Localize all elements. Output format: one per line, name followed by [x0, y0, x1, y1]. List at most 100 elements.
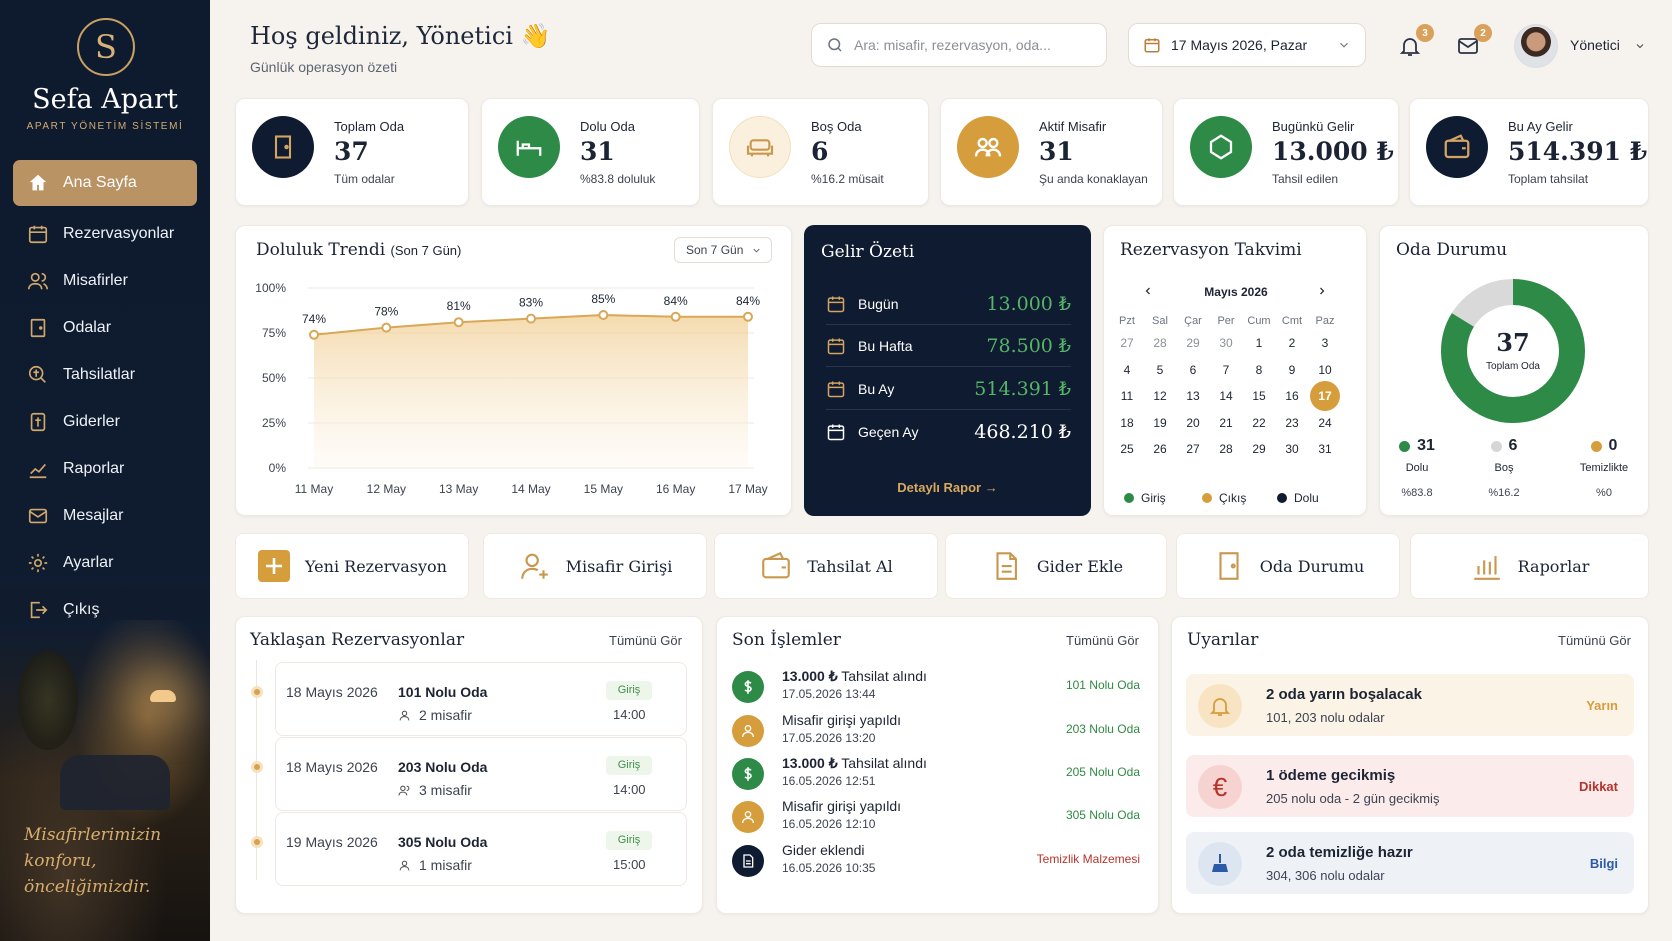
page-subtitle: Günlük operasyon özeti	[250, 59, 398, 75]
calendar-day[interactable]: 28	[1219, 442, 1233, 457]
data-point[interactable]	[526, 313, 536, 324]
sidebar-item-misafirler[interactable]: Misafirler	[13, 259, 197, 303]
legend-label: Giriş	[1141, 491, 1166, 505]
calendar-day[interactable]: 15	[1252, 389, 1266, 404]
transaction-item[interactable]: Misafir girişi yapıldı 17.05.2026 13:20 20…	[732, 712, 1140, 756]
calendar-day[interactable]: 27	[1186, 442, 1200, 457]
notifications-button[interactable]: 3	[1398, 24, 1434, 58]
calendar-day[interactable]: 28	[1153, 336, 1167, 350]
sidebar-item-giderler[interactable]: Giderler	[13, 400, 197, 444]
user-name[interactable]: Yönetici	[1570, 37, 1620, 53]
calendar-day[interactable]: 23	[1285, 415, 1299, 430]
period-select[interactable]: Son 7 Gün	[674, 237, 772, 263]
calendar-day[interactable]: 27	[1120, 336, 1134, 350]
sidebar-item-cikis[interactable]: Çıkış	[13, 588, 197, 632]
calendar-day[interactable]: 11	[1120, 389, 1134, 404]
sidebar-item-mesajlar[interactable]: Mesajlar	[13, 494, 197, 538]
transaction-ref[interactable]: 203 Nolu Oda	[1065, 722, 1140, 736]
calendar-day[interactable]: 13	[1186, 389, 1200, 404]
calendar-day[interactable]: 5	[1156, 362, 1164, 377]
date-selector[interactable]: 17 Mayıs 2026, Pazar	[1128, 23, 1366, 67]
calendar-day[interactable]: 30	[1285, 442, 1299, 457]
transaction-item[interactable]: 13.000 ₺ Tahsilat alındı 17.05.2026 13:44…	[732, 668, 1140, 712]
calendar-day[interactable]: 25	[1120, 442, 1134, 457]
search-input[interactable]: Ara: misafir, rezervasyon, oda...	[811, 23, 1107, 67]
calendar-day[interactable]: 12	[1153, 389, 1167, 404]
coins-icon	[1209, 134, 1233, 160]
guest-checkin-button[interactable]: Misafir Girişi	[483, 533, 707, 599]
transaction-item[interactable]: Misafir girişi yapıldı 16.05.2026 12:10 30…	[732, 798, 1140, 842]
calendar-day[interactable]: 9	[1288, 362, 1296, 377]
stat-card-toplam-oda[interactable]: Toplam Oda 37 Tüm odalar	[235, 98, 469, 206]
data-point[interactable]	[381, 322, 392, 333]
messages-button[interactable]: 2	[1456, 24, 1492, 58]
calendar-day[interactable]: 21	[1219, 415, 1233, 430]
calendar-day[interactable]: 14	[1219, 389, 1233, 404]
reservation-item[interactable]: 18 Mayıs 2026 203 Nolu Oda 3 misafir Gir…	[275, 737, 687, 811]
chevron-left-icon[interactable]	[1142, 285, 1154, 297]
sidebar-item-tahsilatlar[interactable]: Tahsilatlar	[13, 353, 197, 397]
stat-card-bos-oda[interactable]: Boş Oda 6 %16.2 müsait	[712, 98, 929, 206]
recent-see-all-link[interactable]: Tümünü Gör	[1066, 633, 1139, 648]
calendar-day[interactable]: 20	[1186, 415, 1200, 430]
calendar-day[interactable]: 16	[1285, 389, 1299, 404]
calendar-day[interactable]: 31	[1318, 442, 1332, 457]
calendar-day[interactable]: 30	[1219, 336, 1233, 350]
sidebar-item-ayarlar[interactable]: Ayarlar	[13, 541, 197, 585]
data-point[interactable]	[670, 311, 681, 322]
transaction-item[interactable]: Gider eklendi 16.05.2026 10:35 Temizlik Ma…	[732, 842, 1140, 886]
reservation-item[interactable]: 18 Mayıs 2026 101 Nolu Oda 2 misafir Gir…	[275, 662, 687, 736]
avatar[interactable]	[1514, 24, 1558, 68]
calendar-day[interactable]: 3	[1321, 336, 1329, 350]
new-reservation-button[interactable]: Yeni Rezervasyon	[235, 533, 469, 599]
chevron-right-icon[interactable]	[1316, 285, 1328, 297]
collect-payment-button[interactable]: Tahsilat Al	[714, 533, 938, 599]
calendar-day[interactable]: 18	[1120, 415, 1134, 430]
calendar-day[interactable]: 22	[1252, 415, 1266, 430]
calendar-day[interactable]: 19	[1153, 415, 1167, 430]
alert-item[interactable]: 2 oda temizliğe hazır 304, 306 nolu odal…	[1186, 832, 1634, 894]
calendar-day[interactable]: 26	[1153, 442, 1167, 457]
calendar-day[interactable]: 7	[1222, 362, 1230, 377]
calendar-day[interactable]: 2	[1288, 336, 1296, 350]
stat-label: Bugünkü Gelir	[1272, 119, 1355, 134]
room-status-button[interactable]: Oda Durumu	[1176, 533, 1400, 599]
data-point[interactable]	[453, 317, 464, 328]
reports-button[interactable]: Raporlar	[1410, 533, 1649, 599]
calendar-day[interactable]: 29	[1252, 442, 1266, 457]
sidebar-item-odalar[interactable]: Odalar	[13, 306, 197, 350]
calendar-day[interactable]: 8	[1255, 362, 1263, 377]
sidebar-item-rezervasyonlar[interactable]: Rezervasyonlar	[13, 212, 197, 256]
alerts-see-all-link[interactable]: Tümünü Gör	[1558, 633, 1631, 648]
calendar-day[interactable]: 1	[1255, 336, 1263, 350]
transaction-ref[interactable]: 305 Nolu Oda	[1065, 808, 1140, 822]
sidebar-item-raporlar[interactable]: Raporlar	[13, 447, 197, 491]
transaction-ref[interactable]: 101 Nolu Oda	[1065, 678, 1140, 692]
chevron-down-icon[interactable]	[1634, 40, 1646, 52]
reservation-item[interactable]: 19 Mayıs 2026 305 Nolu Oda 1 misafir Gir…	[275, 812, 687, 886]
stat-card-aktif-misafir[interactable]: Aktif Misafir 31 Şu anda konaklayan	[940, 98, 1163, 206]
data-point[interactable]	[309, 329, 319, 340]
transaction-ref[interactable]: 205 Nolu Oda	[1065, 765, 1140, 779]
calendar-day[interactable]: 17	[1310, 381, 1340, 412]
calendar-day[interactable]: 10	[1318, 362, 1332, 377]
calendar-day[interactable]: 4	[1123, 362, 1131, 377]
alert-item[interactable]: € 1 ödeme gecikmiş 205 nolu oda - 2 gün …	[1186, 755, 1634, 817]
sidebar-item-ana-sayfa[interactable]: Ana Sayfa	[13, 160, 197, 206]
alert-item[interactable]: 2 oda yarın boşalacak 101, 203 nolu odal…	[1186, 674, 1634, 736]
transaction-item[interactable]: 13.000 ₺ Tahsilat alındı 16.05.2026 12:51…	[732, 755, 1140, 799]
transaction-ref[interactable]: Temizlik Malzemesi	[1036, 852, 1140, 866]
stat-card-bugunku-gelir[interactable]: Bugünkü Gelir 13.000 ₺ Tahsil edilen	[1173, 98, 1399, 206]
alert-icon-circle	[1198, 842, 1242, 886]
detailed-report-link[interactable]: Detaylı Rapor →	[897, 480, 998, 495]
calendar-day[interactable]: 29	[1186, 336, 1200, 350]
stat-card-dolu-oda[interactable]: Dolu Oda 31 %83.8 doluluk	[481, 98, 700, 206]
data-point[interactable]	[743, 311, 753, 322]
upcoming-see-all-link[interactable]: Tümünü Gör	[609, 633, 682, 648]
add-expense-button[interactable]: Gider Ekle	[945, 533, 1167, 599]
data-point[interactable]	[598, 310, 609, 320]
calendar-day[interactable]: 6	[1189, 362, 1197, 377]
stat-card-bu-ay-gelir[interactable]: Bu Ay Gelir 514.391 ₺ Toplam tahsilat	[1409, 98, 1649, 206]
calendar-day[interactable]: 24	[1318, 415, 1332, 430]
status-badge: Giriş	[606, 756, 652, 775]
